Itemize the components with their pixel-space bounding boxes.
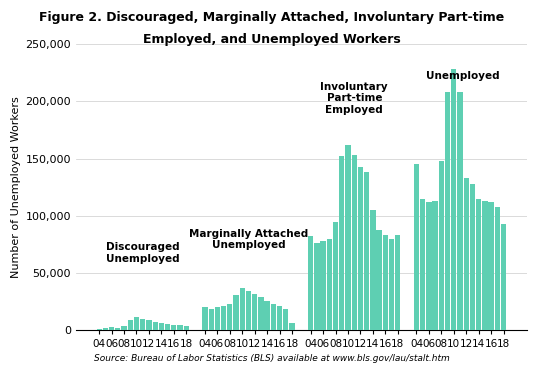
Bar [395,235,400,330]
Bar [134,317,139,330]
Bar [165,324,171,330]
Bar [470,184,475,330]
Bar [258,297,263,330]
Bar [333,222,338,330]
Bar [115,328,121,330]
Y-axis label: Number of Unemployed Workers: Number of Unemployed Workers [11,96,21,278]
Bar [214,308,220,330]
Bar [239,288,245,330]
Bar [432,201,438,330]
Bar [122,326,127,330]
Bar [283,309,288,330]
Bar [451,69,457,330]
Bar [209,309,214,330]
Bar [464,178,469,330]
Bar [439,161,444,330]
Bar [364,172,369,330]
Bar [501,224,506,330]
Bar [352,155,357,330]
Bar [221,306,226,330]
Bar [153,322,158,330]
Bar [414,164,419,330]
Bar [97,329,102,330]
Bar [457,92,463,330]
Bar [370,210,376,330]
Bar [327,239,332,330]
Bar [140,319,146,330]
Bar [289,323,295,330]
Bar [103,328,108,330]
Bar [109,327,114,330]
Bar [339,156,344,330]
Bar [264,301,270,330]
Text: Discouraged
Unemployed: Discouraged Unemployed [106,242,180,264]
Bar [159,323,164,330]
Text: Involuntary
Part-time
Employed: Involuntary Part-time Employed [320,82,388,115]
Text: Unemployed: Unemployed [426,71,500,81]
Bar [445,92,450,330]
Text: Figure 2. Discouraged, Marginally Attached, Involuntary Part-time: Figure 2. Discouraged, Marginally Attach… [39,11,504,24]
Bar [246,291,251,330]
Bar [277,306,282,330]
Bar [128,320,133,330]
Bar [184,326,189,330]
Bar [376,229,382,330]
Bar [233,295,239,330]
Bar [171,325,176,330]
Text: Employed, and Unemployed Workers: Employed, and Unemployed Workers [143,33,400,46]
Bar [314,243,320,330]
Bar [320,241,326,330]
Bar [389,239,394,330]
Bar [271,304,276,330]
Text: Marginally Attached
Unemployed: Marginally Attached Unemployed [189,229,308,250]
Bar [383,235,388,330]
Bar [146,320,151,330]
Bar [495,207,500,330]
Bar [203,308,207,330]
Text: Source: Bureau of Labor Statistics (BLS) available at www.bls.gov/lau/stalt.htm: Source: Bureau of Labor Statistics (BLS)… [93,354,450,363]
Bar [476,199,481,330]
Bar [345,145,351,330]
Bar [482,201,488,330]
Bar [489,202,494,330]
Bar [358,167,363,330]
Bar [178,326,182,330]
Bar [227,304,232,330]
Bar [426,202,432,330]
Bar [252,294,257,330]
Bar [420,199,425,330]
Bar [308,236,313,330]
